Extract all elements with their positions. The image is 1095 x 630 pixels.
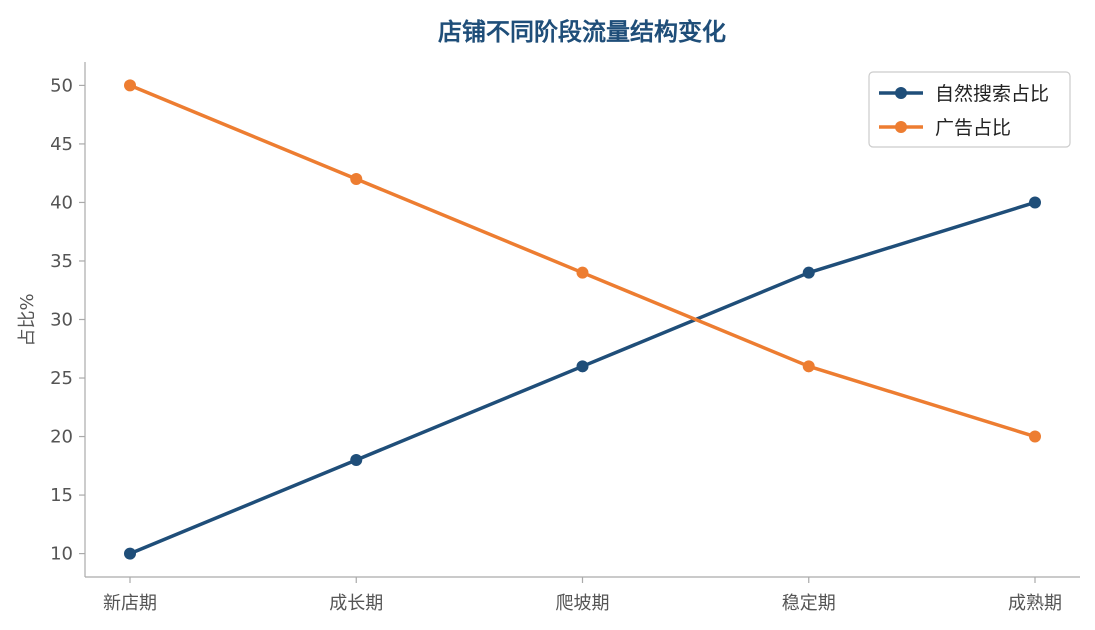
data-point bbox=[802, 360, 815, 373]
y-tick-label: 25 bbox=[50, 368, 73, 389]
y-tick-label: 30 bbox=[50, 310, 73, 331]
chart-title: 店铺不同阶段流量结构变化 bbox=[438, 18, 726, 46]
data-point bbox=[350, 173, 363, 186]
legend-label: 广告占比 bbox=[935, 117, 1011, 139]
data-point bbox=[124, 547, 136, 560]
legend-swatch-marker bbox=[895, 121, 907, 133]
y-tick-label: 10 bbox=[50, 544, 73, 565]
data-point bbox=[576, 266, 589, 279]
x-tick-label: 爬坡期 bbox=[556, 593, 610, 614]
data-point bbox=[350, 453, 363, 466]
y-tick-label: 50 bbox=[50, 75, 73, 96]
legend-label: 自然搜索占比 bbox=[935, 83, 1049, 105]
y-tick-label: 45 bbox=[50, 134, 73, 155]
y-tick-label: 15 bbox=[50, 485, 73, 506]
legend-swatch-marker bbox=[895, 87, 907, 99]
x-tick-label: 成长期 bbox=[329, 593, 383, 614]
data-point bbox=[1029, 430, 1041, 443]
data-point bbox=[124, 79, 136, 92]
y-tick-label: 20 bbox=[50, 427, 73, 448]
y-tick-label: 40 bbox=[50, 192, 73, 213]
data-point bbox=[1029, 196, 1041, 209]
y-tick-label: 35 bbox=[50, 251, 73, 272]
y-axis-label: 占比% bbox=[17, 293, 38, 346]
x-tick-label: 稳定期 bbox=[782, 593, 836, 614]
data-point bbox=[802, 266, 815, 279]
series-line-0 bbox=[128, 200, 1037, 556]
data-point bbox=[576, 360, 589, 373]
x-tick-label: 成熟期 bbox=[1008, 593, 1062, 614]
series-lines bbox=[124, 79, 1041, 560]
x-tick-label: 新店期 bbox=[103, 593, 157, 614]
axes: 10 15 20 25 30 35 40 45 50 新店期 成长期 爬坡期 稳定期 成熟期 bbox=[50, 62, 1080, 614]
